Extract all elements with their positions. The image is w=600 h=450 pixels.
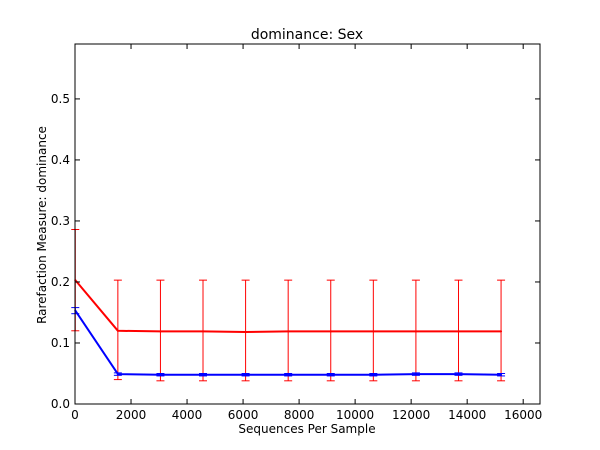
data-point <box>329 373 332 376</box>
data-point <box>159 373 162 376</box>
data-point <box>159 330 162 333</box>
y-tick-label: 0.1 <box>51 336 70 350</box>
data-point <box>202 373 205 376</box>
data-point <box>457 330 460 333</box>
x-tick-label: 0 <box>71 408 79 422</box>
data-point <box>457 373 460 376</box>
data-point <box>500 330 503 333</box>
plot-frame <box>74 43 541 405</box>
y-tick-label: 0.5 <box>51 92 70 106</box>
data-point <box>372 330 375 333</box>
x-tick-label: 6000 <box>228 408 259 422</box>
plot-area <box>71 228 506 382</box>
y-tick-label: 0.3 <box>51 214 70 228</box>
data-point <box>244 373 247 376</box>
data-point <box>414 373 417 376</box>
data-point <box>500 373 503 376</box>
data-point <box>372 373 375 376</box>
data-point <box>202 330 205 333</box>
y-tick-label: 0.2 <box>51 275 70 289</box>
y-tick-label: 0.0 <box>51 397 70 411</box>
series-0 <box>71 228 506 382</box>
y-tick-label: 0.4 <box>51 153 70 167</box>
data-point <box>414 330 417 333</box>
x-tick-label: 14000 <box>448 408 486 422</box>
data-point <box>116 373 119 376</box>
x-tick-label: 12000 <box>392 408 430 422</box>
y-axis-title: Rarefaction Measure: dominance <box>35 126 49 324</box>
data-point <box>287 373 290 376</box>
data-point <box>244 331 247 333</box>
axis-ticks: 0 2000 4000 6000 8000 10000 12000 14000 16000 0.0… <box>51 44 542 422</box>
series-1 <box>71 307 506 377</box>
x-tick-label: 2000 <box>116 408 147 422</box>
x-axis-title: Sequences Per Sample <box>238 422 375 436</box>
data-point <box>287 330 290 333</box>
x-tick-label: 4000 <box>172 408 203 422</box>
x-tick-label: 8000 <box>284 408 315 422</box>
chart-title: dominance: Sex <box>251 27 363 43</box>
x-tick-label: 16000 <box>504 408 542 422</box>
x-tick-label: 10000 <box>336 408 374 422</box>
data-point <box>329 330 332 333</box>
data-point <box>116 329 119 332</box>
